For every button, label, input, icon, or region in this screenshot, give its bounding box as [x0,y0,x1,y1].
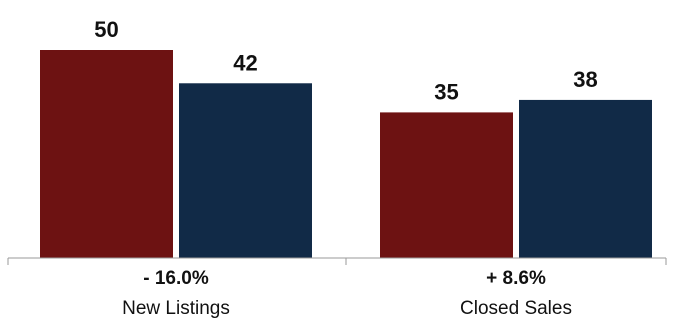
category-label: Closed Sales [460,298,572,319]
bar-value-label-2-1: 35 [434,79,458,104]
bar-1-1 [40,50,173,258]
category-label: New Listings [122,298,230,319]
bars-group [40,50,652,259]
category-labels-group: - 16.0% New Listings + 8.6% Closed Sales [122,268,572,319]
bar-value-label-2-2: 38 [573,67,597,92]
bar-value-label-1-2: 42 [233,50,257,75]
bar-value-label-1-1: 50 [94,17,118,42]
bar-2-1 [380,112,513,259]
value-labels-group: 50 42 35 38 [94,17,597,104]
x-axis-ticks [7,258,667,265]
percent-change-label: - 16.0% [143,268,209,289]
percent-change-label: + 8.6% [486,268,546,289]
bar-1-2 [179,83,312,258]
bar-2-2 [519,99,652,258]
